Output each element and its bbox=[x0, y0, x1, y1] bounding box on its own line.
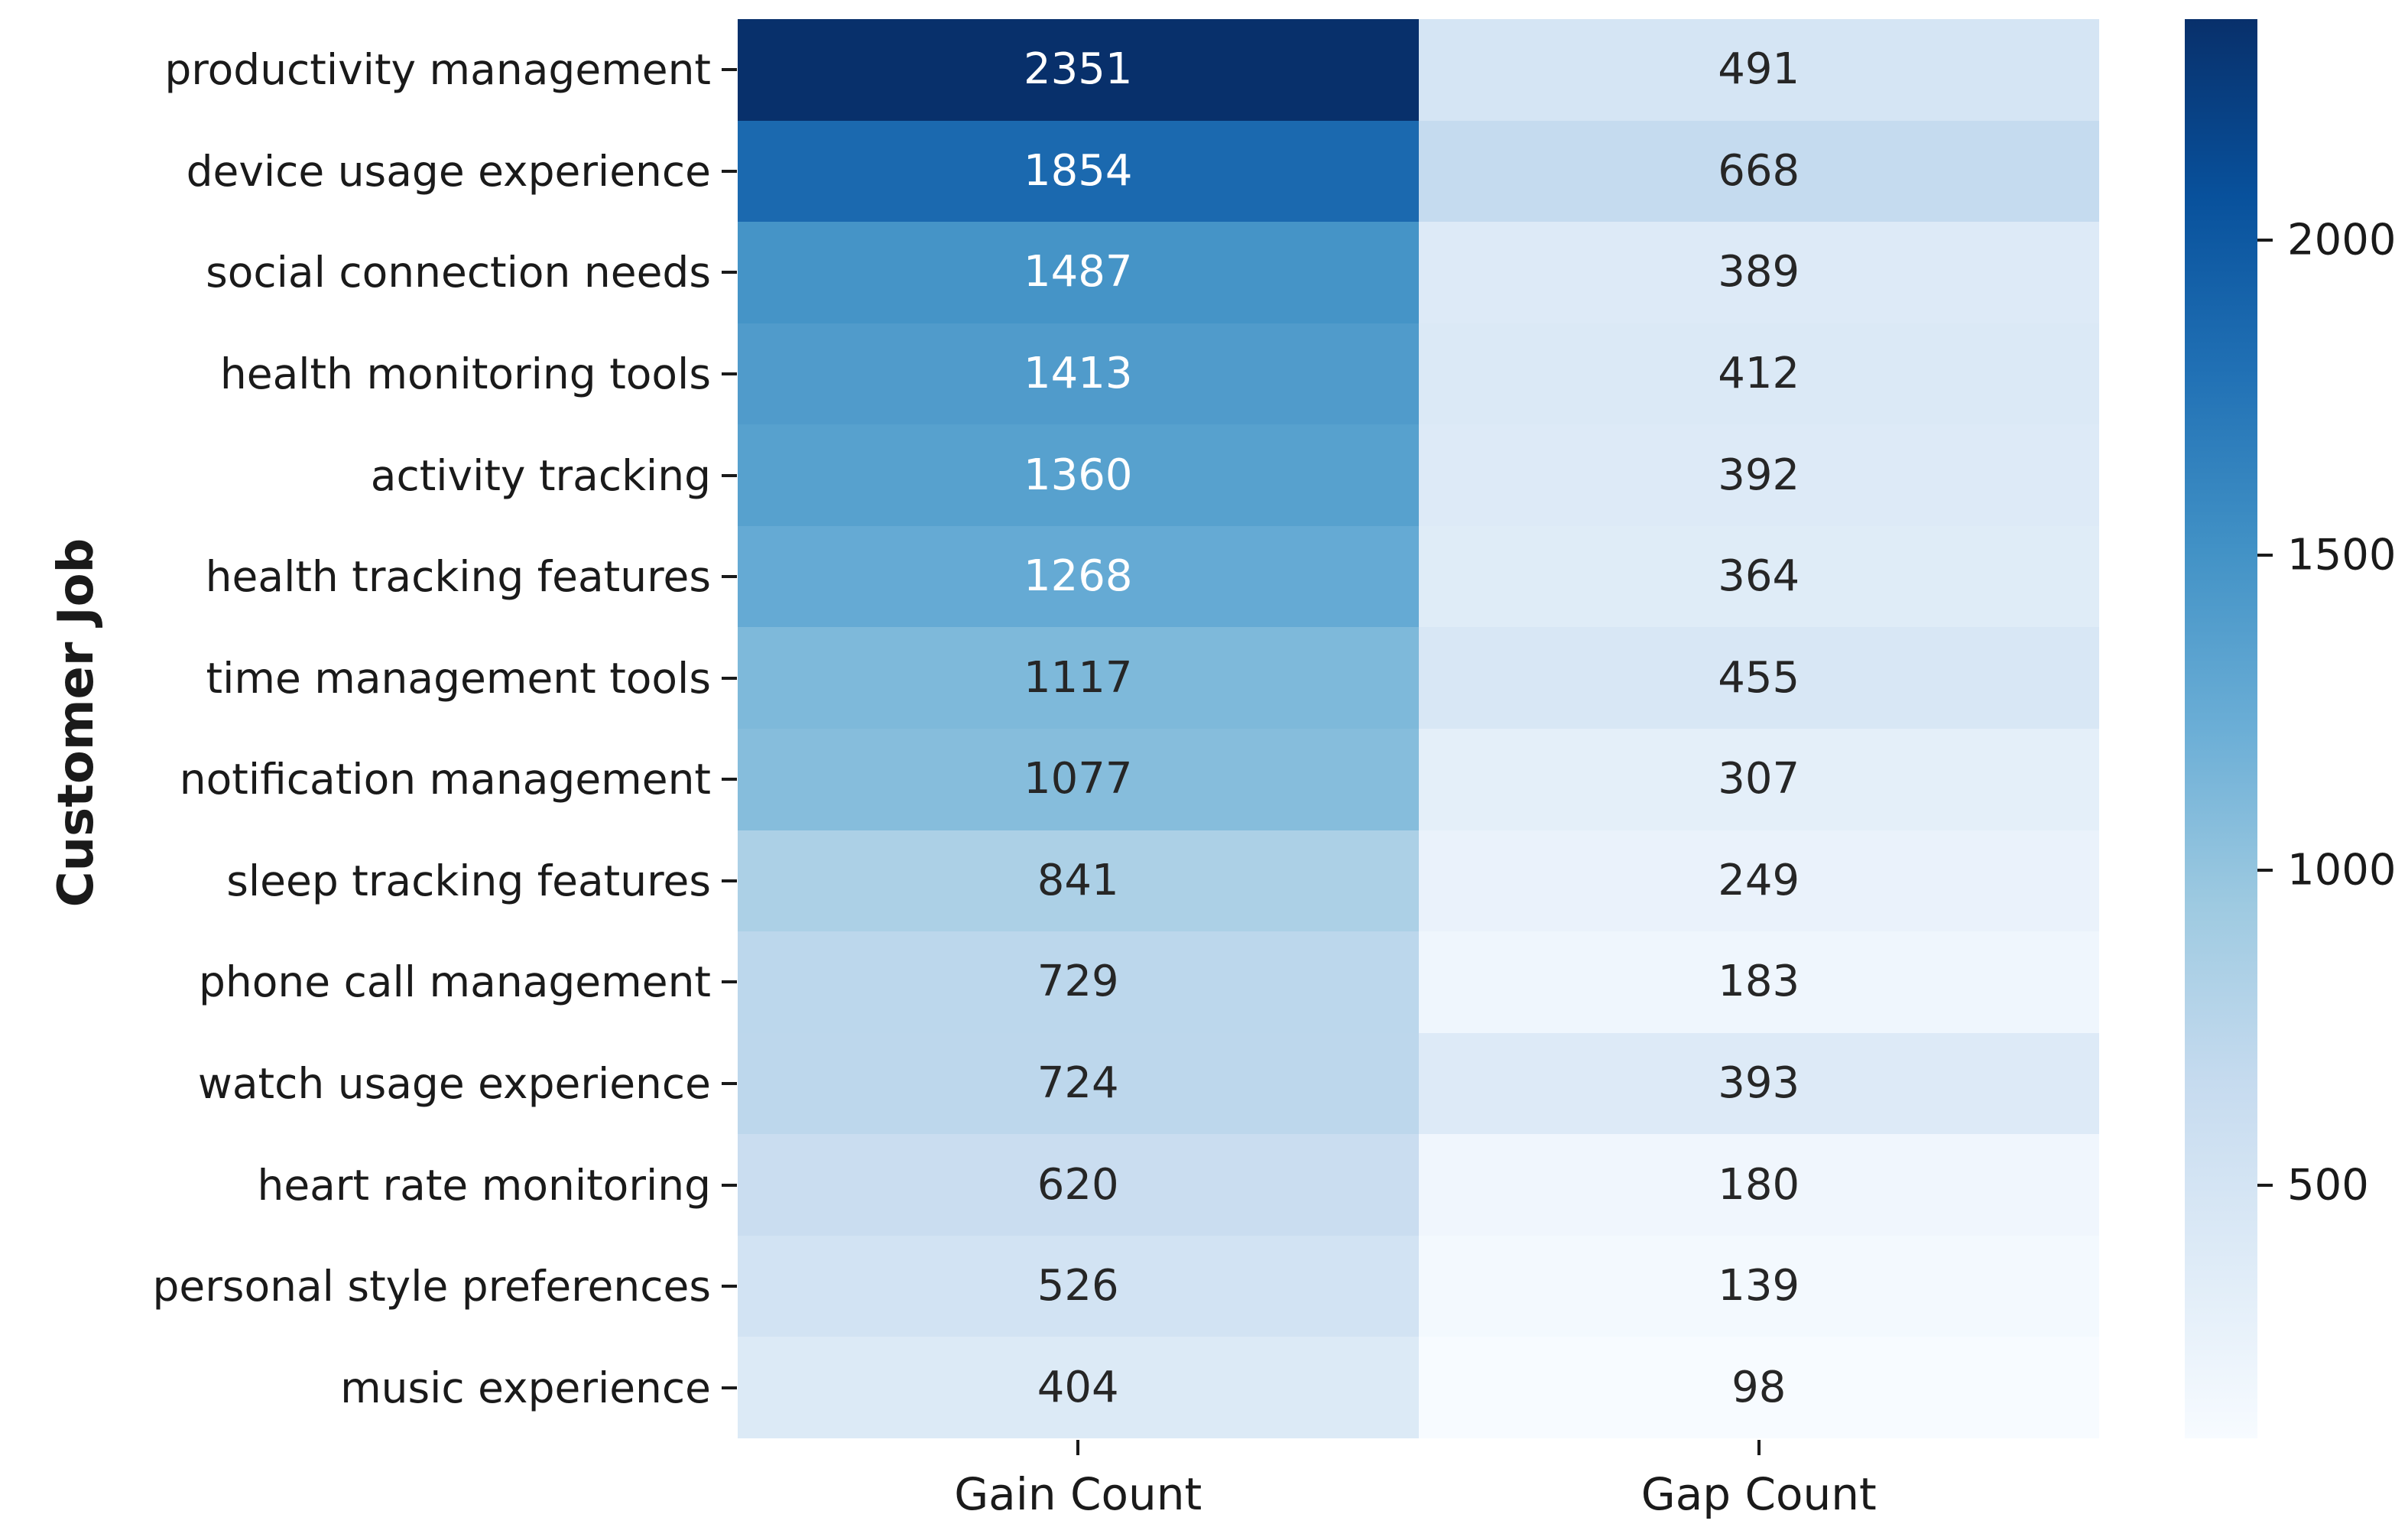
colorbar-tick-label: 1500 bbox=[2287, 530, 2397, 580]
y-tick-mark bbox=[722, 1183, 737, 1187]
y-tick-label: productivity management bbox=[164, 45, 711, 95]
heatmap-cell: 307 bbox=[1418, 729, 2099, 830]
heatmap-cell: 724 bbox=[738, 1032, 1419, 1135]
y-tick-label: activity tracking bbox=[370, 450, 711, 500]
y-tick-mark bbox=[722, 1386, 737, 1389]
heatmap-cell: 98 bbox=[1418, 1337, 2099, 1438]
heatmap-cell: 491 bbox=[1418, 19, 2099, 121]
y-tick-label: watch usage experience bbox=[197, 1059, 711, 1108]
colorbar-tick-mark bbox=[2257, 1183, 2273, 1187]
x-tick-mark bbox=[1757, 1440, 1761, 1455]
heatmap-cell: 1413 bbox=[738, 323, 1419, 425]
heatmap-cell: 389 bbox=[1418, 222, 2099, 323]
heatmap-cell: 841 bbox=[738, 830, 1419, 932]
y-tick-mark bbox=[722, 879, 737, 882]
heatmap-cell: 2351 bbox=[738, 19, 1419, 121]
y-tick-label: health tracking features bbox=[205, 552, 711, 602]
heatmap-cell: 526 bbox=[738, 1235, 1419, 1337]
heatmap-cell: 393 bbox=[1418, 1032, 2099, 1135]
y-tick-label: social connection needs bbox=[206, 248, 711, 297]
colorbar-tick-mark bbox=[2257, 554, 2273, 557]
y-tick-mark bbox=[722, 1082, 737, 1085]
heatmap-grid: 2351 491 1854 668 1487 389 1413 412 1360 392 1268 3… bbox=[738, 19, 2099, 1438]
y-tick-mark bbox=[722, 68, 737, 72]
y-tick-mark bbox=[722, 271, 737, 275]
heatmap-cell: 1854 bbox=[738, 120, 1419, 223]
heatmap-cell: 1487 bbox=[738, 222, 1419, 323]
y-tick-mark bbox=[722, 676, 737, 680]
x-tick-label: Gap Count bbox=[1640, 1468, 1877, 1520]
colorbar-tick-label: 500 bbox=[2287, 1160, 2369, 1210]
y-tick-label: personal style preferences bbox=[152, 1262, 711, 1311]
x-tick-label: Gain Count bbox=[954, 1468, 1202, 1520]
heatmap-cell: 392 bbox=[1418, 424, 2099, 526]
y-tick-label: heart rate monitoring bbox=[257, 1160, 711, 1210]
heatmap-cell: 249 bbox=[1418, 830, 2099, 932]
y-tick-label: health monitoring tools bbox=[219, 349, 711, 398]
heatmap-cell: 455 bbox=[1418, 627, 2099, 729]
heatmap-cell: 139 bbox=[1418, 1235, 2099, 1337]
y-tick-mark bbox=[722, 169, 737, 173]
y-tick-mark bbox=[722, 1285, 737, 1288]
x-tick-mark bbox=[1076, 1440, 1080, 1455]
colorbar bbox=[2185, 19, 2257, 1438]
y-tick-label: phone call management bbox=[198, 957, 711, 1007]
heatmap-cell: 404 bbox=[738, 1337, 1419, 1438]
colorbar-tick-mark bbox=[2257, 868, 2273, 872]
heatmap-cell: 620 bbox=[738, 1134, 1419, 1236]
heatmap-cell: 364 bbox=[1418, 525, 2099, 628]
heatmap-cell: 180 bbox=[1418, 1134, 2099, 1236]
heatmap-cell: 1360 bbox=[738, 424, 1419, 526]
y-tick-mark bbox=[722, 473, 737, 477]
heatmap-cell: 668 bbox=[1418, 120, 2099, 223]
y-tick-label: time management tools bbox=[206, 653, 711, 703]
y-tick-label: music experience bbox=[340, 1363, 711, 1412]
heatmap-cell: 729 bbox=[738, 931, 1419, 1033]
colorbar-tick-label: 1000 bbox=[2287, 845, 2397, 895]
y-tick-mark bbox=[722, 980, 737, 984]
y-tick-label: device usage experience bbox=[186, 146, 711, 196]
colorbar-tick-mark bbox=[2257, 239, 2273, 242]
y-tick-mark bbox=[722, 778, 737, 781]
heatmap-cell: 183 bbox=[1418, 931, 2099, 1033]
y-tick-mark bbox=[722, 575, 737, 579]
y-tick-mark bbox=[722, 372, 737, 375]
colorbar-tick-label: 2000 bbox=[2287, 215, 2397, 265]
heatmap-cell: 1268 bbox=[738, 525, 1419, 628]
y-tick-label: sleep tracking features bbox=[226, 856, 711, 905]
heatmap-cell: 1117 bbox=[738, 627, 1419, 729]
heatmap-cell: 1077 bbox=[738, 729, 1419, 830]
heatmap-cell: 412 bbox=[1418, 323, 2099, 425]
y-tick-label: notification management bbox=[179, 755, 711, 804]
